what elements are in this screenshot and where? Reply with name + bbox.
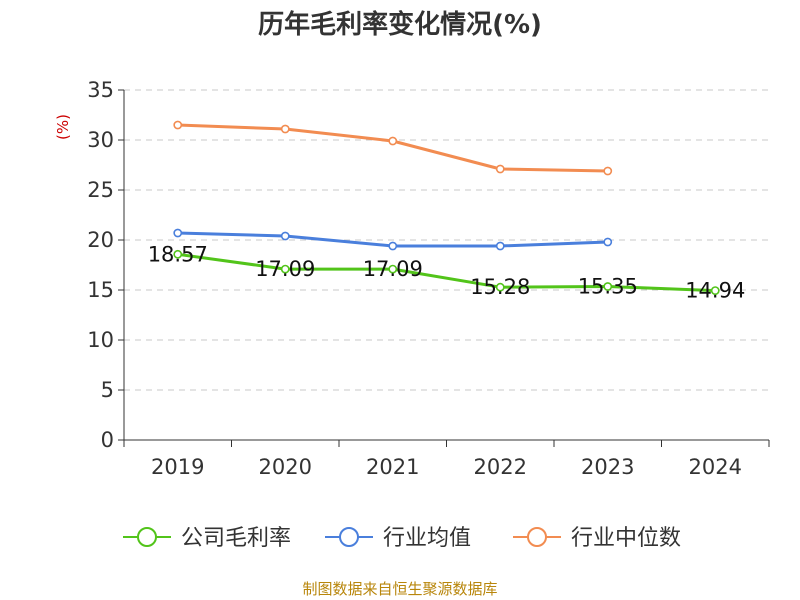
data-labels: 18.57 17.09 17.09 15.28 15.35 14.94 — [148, 242, 746, 302]
series-2 — [173, 228, 613, 251]
data-point — [710, 286, 720, 295]
chart-title: 历年毛利率变化情况(%) — [258, 9, 542, 40]
y-tick-label: 25 — [87, 178, 114, 202]
y-tick-label: 30 — [87, 128, 114, 152]
x-tick-label: 2020 — [259, 455, 312, 479]
data-point — [280, 124, 290, 134]
data-point — [603, 237, 613, 247]
legend-label: 行业均值 — [383, 526, 471, 551]
legend-marker — [137, 527, 157, 547]
data-label: 18.57 — [148, 242, 208, 266]
x-tick-label: 2021 — [366, 455, 419, 479]
x-tick-label: 2019 — [151, 455, 204, 479]
legend-marker — [339, 527, 359, 547]
data-label: 14.94 — [685, 279, 745, 303]
y-tick-labels: 0 5 10 15 20 25 30 35 — [87, 78, 114, 452]
data-label: 17.09 — [255, 257, 315, 281]
data-point — [495, 241, 505, 251]
y-tick-label: 35 — [87, 78, 114, 102]
x-tick-label: 2024 — [689, 455, 742, 479]
data-point — [280, 264, 290, 274]
x-tick-label: 2022 — [474, 455, 527, 479]
data-point — [280, 231, 290, 241]
gridlines — [124, 89, 769, 391]
series-lines — [173, 120, 720, 295]
data-point — [495, 164, 505, 174]
data-point — [603, 166, 613, 176]
data-point — [388, 136, 398, 146]
source-note: 制图数据来自恒生聚源数据库 — [302, 580, 497, 598]
series-line — [177, 123, 608, 173]
series-3 — [173, 120, 613, 176]
legend-label: 公司毛利率 — [181, 526, 291, 551]
legend-item-1: 公司毛利率 — [123, 526, 291, 551]
y-tick-label: 5 — [101, 378, 114, 402]
data-point — [388, 241, 398, 251]
data-point — [495, 282, 505, 292]
x-tick-labels: 2019 2020 2021 2022 2023 2024 — [151, 455, 742, 479]
y-axis-label: (%) — [54, 114, 72, 140]
y-tick-label: 0 — [101, 428, 114, 452]
series-1 — [173, 249, 720, 295]
data-label: 17.09 — [363, 257, 423, 281]
legend-item-2: 行业均值 — [325, 526, 471, 551]
y-tick-label: 15 — [87, 278, 114, 302]
data-point — [173, 120, 183, 130]
data-label: 15.28 — [470, 275, 530, 299]
series-line — [177, 252, 716, 293]
legend: 公司毛利率 行业均值 行业中位数 — [123, 526, 681, 551]
data-point — [603, 282, 613, 291]
data-point — [173, 249, 183, 259]
data-label: 15.35 — [578, 275, 638, 299]
legend-marker — [527, 527, 547, 547]
data-point — [388, 264, 398, 274]
axes — [118, 89, 770, 447]
legend-label: 行业中位数 — [571, 526, 681, 551]
data-point — [173, 228, 183, 238]
legend-item-3: 行业中位数 — [513, 526, 681, 551]
y-tick-label: 20 — [87, 228, 114, 252]
y-tick-label: 10 — [87, 328, 114, 352]
x-tick-label: 2023 — [581, 455, 634, 479]
